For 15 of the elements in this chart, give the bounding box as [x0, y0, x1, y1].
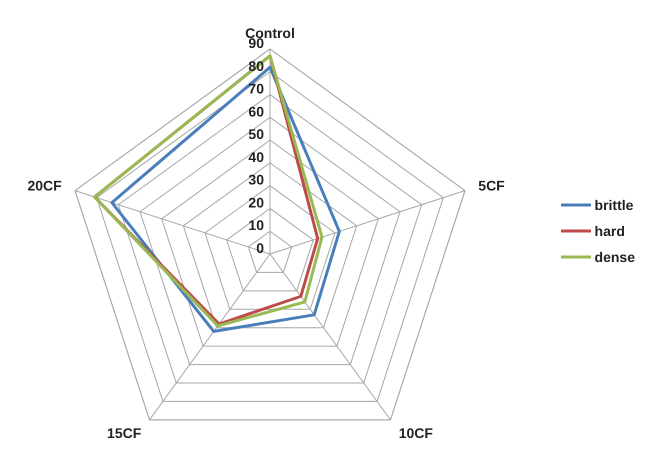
- y-tick-label: 30: [248, 172, 264, 188]
- y-tick-label: 70: [248, 80, 264, 97]
- spoke-label: 20CF: [27, 178, 62, 194]
- spoke-label: 15CF: [107, 424, 142, 441]
- y-tick-label: 50: [248, 126, 264, 142]
- legend-label: dense: [594, 249, 635, 265]
- legend-label: hard: [594, 223, 626, 239]
- y-tick-label: 0: [256, 240, 264, 256]
- spoke-label: 5CF: [478, 178, 506, 194]
- y-tick-label: 20: [248, 194, 264, 210]
- y-tick-label: 10: [248, 217, 264, 234]
- legend-label: brittle: [594, 197, 634, 213]
- y-tick-label: 40: [248, 148, 264, 165]
- spoke-label: 10CF: [398, 424, 434, 441]
- y-tick-label: 60: [248, 103, 264, 120]
